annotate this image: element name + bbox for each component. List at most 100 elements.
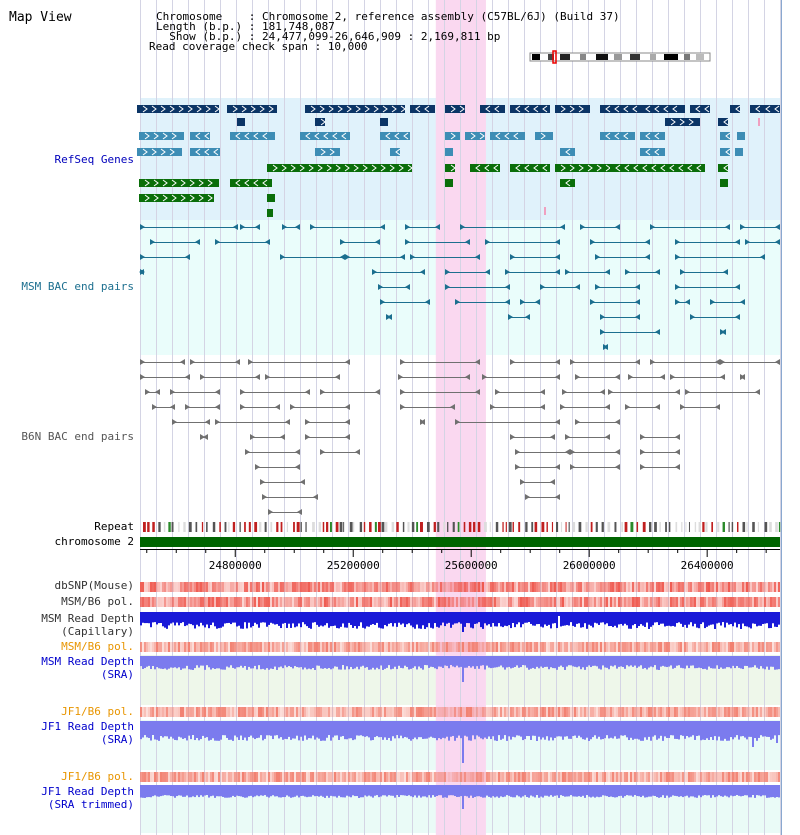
msm-b6-pol-sra-strip	[544, 642, 546, 652]
jf1-b6-pol-trim-strip	[194, 772, 196, 782]
msm-depth-sra-bar	[498, 656, 500, 667]
gene-feature	[315, 118, 325, 126]
bac-end-marker	[400, 404, 405, 410]
repeat-element	[374, 522, 377, 532]
dbsnp-strip	[512, 582, 514, 592]
jf1-depth-trim-bar	[734, 785, 736, 796]
repeat-element	[318, 522, 322, 532]
msm-b6-pol-strip	[580, 597, 582, 607]
jf1-b6-pol-trim-strip	[614, 772, 616, 782]
jf1-depth-sra-bar	[210, 721, 212, 740]
msm-b6-pol-strip	[332, 597, 334, 607]
msm-depth-sra-bar	[332, 656, 334, 669]
msm-b6-pol-sra-strip	[582, 642, 584, 652]
jf1-depth-trim-bar	[566, 785, 568, 797]
dbsnp-strip	[330, 582, 332, 592]
bac-end-marker	[740, 374, 745, 380]
msm-b6-pol-strip	[172, 597, 174, 607]
msm-depth-sra-bar	[776, 656, 778, 670]
dbsnp-strip	[580, 582, 582, 592]
dbsnp-strip	[428, 582, 430, 592]
msm-depth-capillary-bar	[330, 612, 332, 627]
dbsnp-strip	[492, 582, 494, 592]
jf1-depth-trim-bar	[402, 785, 404, 796]
jf1-b6-pol-strip	[188, 707, 190, 717]
jf1-depth-trim-bar	[304, 785, 306, 797]
jf1-depth-sra-bar	[448, 721, 450, 741]
jf1-depth-sra-bar	[164, 721, 166, 737]
jf1-depth-trim-bar	[206, 785, 208, 796]
msm-b6-pol-strip	[570, 597, 572, 607]
bac-end-marker	[605, 404, 610, 410]
jf1-depth-trim-bar	[416, 785, 418, 798]
jf1-b6-pol-strip	[156, 707, 158, 717]
msm-depth-sra-bar	[346, 656, 348, 667]
msm-b6-pol-strip	[616, 597, 618, 607]
msm-depth-capillary-bar	[748, 612, 750, 628]
msm-b6-pol-strip	[712, 597, 714, 607]
msm-b6-pol-strip	[376, 597, 378, 607]
jf1-b6-pol-strip	[532, 707, 534, 717]
refseq-genes-label[interactable]: RefSeq Genes	[54, 153, 134, 166]
msm-bac-label[interactable]: MSM BAC end pairs	[21, 280, 134, 293]
msm-depth-capillary-bar	[596, 612, 598, 624]
msm-b6-pol-strip	[200, 597, 202, 607]
msm-b6-pol-sra-strip	[294, 642, 296, 652]
msm-b6-pol-strip	[640, 597, 642, 607]
jf1-depth-trim-bar	[328, 785, 330, 798]
jf1-depth-trim-bar	[610, 785, 612, 797]
bac-end-marker	[505, 284, 510, 290]
msm-b6-pol-strip	[208, 597, 210, 607]
msm-b6-pol-strip	[630, 597, 632, 607]
jf1-depth-trim-bar	[258, 785, 260, 797]
msm-depth-capillary-bar	[516, 612, 518, 625]
msm-b6-pol-strip	[494, 597, 496, 607]
dbsnp-strip	[150, 582, 152, 592]
jf1-depth-sra-bar	[158, 721, 160, 741]
jf1-b6-pol-trim-strip	[332, 772, 334, 782]
msm-b6-pol-strip	[744, 597, 746, 607]
msm-depth-capillary-bar	[656, 612, 658, 623]
msm-depth-capillary-bar	[260, 612, 262, 623]
msm-depth-capillary-bar	[580, 612, 582, 628]
bac-end-marker	[520, 479, 525, 485]
msm-depth-sra-bar	[480, 656, 482, 666]
msm-b6-pol-strip	[642, 597, 644, 607]
b6n-bac-label[interactable]: B6N BAC end pairs	[21, 430, 134, 443]
jf1-depth-trim-bar	[500, 785, 502, 797]
msm-depth-capillary-bar	[142, 612, 144, 623]
jf1-depth-sra-bar	[178, 721, 180, 737]
jf1-b6-pol-trim-strip	[736, 772, 738, 782]
jf1-depth-trim-bar	[372, 785, 374, 798]
jf1-depth-sra-bar	[194, 721, 196, 741]
msm-b6-pol-strip	[392, 597, 394, 607]
jf1-depth-trim-bar	[698, 785, 700, 796]
msm-depth-capillary-bar	[498, 612, 500, 624]
jf1-b6-pol-strip	[150, 707, 152, 717]
msm-b6-pol-sra-strip	[646, 642, 648, 652]
msm-depth-sra-bar	[510, 656, 512, 669]
msm-b6-pol-sra-strip	[678, 642, 680, 652]
dbsnp-strip	[394, 582, 396, 592]
msm-b6-pol-strip	[688, 597, 690, 607]
msm-depth-capillary-bar	[740, 612, 742, 629]
jf1-depth-trim-bar	[188, 785, 190, 798]
jf1-b6-pol-strip	[334, 707, 336, 717]
msm-b6-pol-sra-strip	[672, 642, 674, 652]
jf1-depth-trim-bar	[340, 785, 342, 798]
msm-depth-capillary-bar	[496, 612, 498, 627]
jf1-depth-sra-bar	[502, 721, 504, 739]
dbsnp-strip	[620, 582, 622, 592]
msm-depth-capillary-bar	[624, 612, 626, 624]
dbsnp-strip	[202, 582, 204, 592]
jf1-b6-pol-trim-strip	[776, 772, 778, 782]
gene-strand-arrow	[204, 148, 210, 156]
bac-end-marker	[675, 284, 680, 290]
jf1-b6-pol-trim-strip	[644, 772, 646, 782]
jf1-b6-pol-trim-strip	[578, 772, 580, 782]
jf1-depth-sra-bar	[336, 721, 338, 736]
msm-b6-pol-sra-strip	[568, 642, 570, 652]
msm-depth-capillary-bar	[362, 612, 364, 628]
jf1-depth-trim-bar	[164, 785, 166, 796]
